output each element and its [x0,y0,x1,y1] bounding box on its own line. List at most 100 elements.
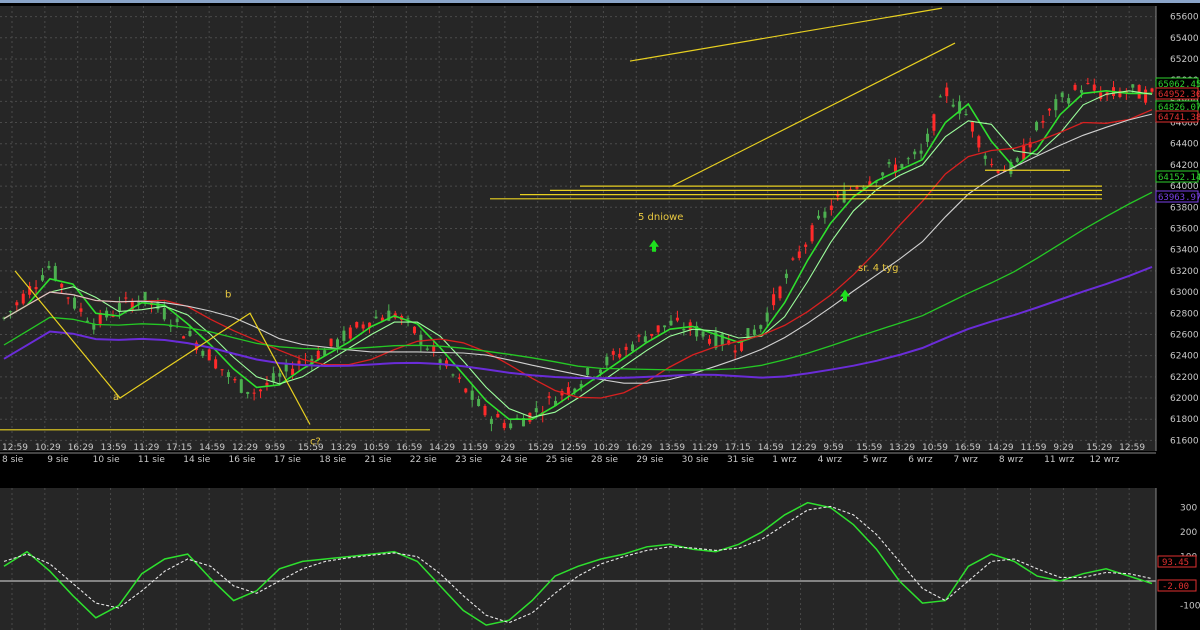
candle-body [1067,98,1071,104]
chart-annotation: sr. 4 tyg [858,263,899,274]
candle-body [85,320,89,323]
candle-body [425,348,429,350]
candle-body [951,104,955,107]
y-tick-label: 61800 [1170,415,1199,425]
candle-body [746,328,750,341]
candle-body [162,308,166,320]
ma-white-line [3,113,1153,384]
candle-body [611,351,615,355]
x-tick-date: 8 wrz [999,455,1024,465]
candle-body [226,372,230,378]
candle-body [663,325,667,328]
candle-body [368,322,372,328]
y-tick-label: 63000 [1170,288,1199,298]
x-tick-time: 13:29 [889,443,915,453]
x-tick-date: 7 wrz [954,455,979,465]
y-tick-label: 64200 [1170,161,1199,171]
candle-body [958,101,962,114]
chart-annotation: b [225,289,231,300]
x-tick-time: 11:59 [462,443,488,453]
price-flag-label: 64741.38 [1158,113,1200,123]
price-flag [1155,87,1199,100]
candle-body [1041,121,1045,123]
candle-body [650,333,654,336]
candle-body [406,318,410,320]
osc-value-flag [1157,579,1197,592]
candle-body [291,368,295,375]
candle-body [239,379,243,393]
candle-body [143,291,147,304]
candle-body [874,181,878,183]
candle-body [28,286,32,295]
candle-body [701,331,705,337]
candle-body [111,315,115,317]
candle-body [451,374,455,376]
x-tick-time: 12:59 [2,443,28,453]
candle-body [284,363,288,372]
candle-body [40,275,44,281]
candle-body [707,338,711,344]
osc-line [3,501,1153,626]
y-tick-label: 62600 [1170,330,1199,340]
up-arrow-icon [840,289,850,302]
candle-body [784,273,788,279]
x-tick-date: 29 sie [636,455,664,465]
x-tick-date: 28 sie [591,455,619,465]
candle-body [1073,84,1077,90]
candle-body [342,330,346,341]
x-tick-date: 14 sie [183,455,211,465]
candle-body [810,225,814,242]
candle-body [329,338,333,347]
chart-annotation: 5 dniowe [638,212,683,223]
candle-body [906,158,910,160]
y-tick-label: 63400 [1170,246,1199,256]
candle-body [92,323,96,330]
ma-red-line [3,109,1153,399]
y-tick-label: 65400 [1170,34,1199,44]
candle-body [15,302,19,306]
x-tick-date: 12 wrz [1089,455,1119,465]
price-panel[interactable] [0,6,1156,451]
candle-body [207,349,211,361]
candle-body [1092,84,1096,91]
price-flag-label: 64152.14 [1158,173,1200,183]
candle-body [797,251,801,258]
candle-body [521,418,525,427]
candle-body [791,258,795,260]
candle-body [598,369,602,374]
candle-body [246,391,250,394]
y-tick-label: 65200 [1170,55,1199,65]
candle-body [932,114,936,131]
candle-body [79,308,83,312]
x-tick-time: 13:29 [331,443,357,453]
candle-body [374,316,378,319]
candle-body [464,388,468,393]
price-flag [1155,170,1199,183]
candle-body [945,87,949,97]
candle-body [977,136,981,148]
candle-body [855,186,859,189]
x-tick-time: 10:59 [922,443,948,453]
candle-body [682,329,686,331]
candle-body [21,293,25,304]
osc-value-flag [1157,555,1197,568]
x-tick-time: 12:59 [1119,443,1145,453]
candle-body [457,377,461,379]
x-tick-time: 9:59 [265,443,285,453]
candle-body [829,205,833,211]
candle-body [130,300,134,310]
candle-body [1047,108,1051,111]
candle-body [214,359,218,369]
candle-body [8,311,12,313]
candle-body [983,155,987,159]
candle-body [470,390,474,400]
candle-body [823,211,827,218]
x-tick-time: 12:59 [561,443,587,453]
candle-body [586,367,590,375]
x-tick-time: 10:29 [593,443,619,453]
trend-line [629,7,943,62]
candle-body [34,287,38,290]
osc-y-tick-label: -100 [1180,602,1200,612]
chart-annotation: a [113,392,119,403]
